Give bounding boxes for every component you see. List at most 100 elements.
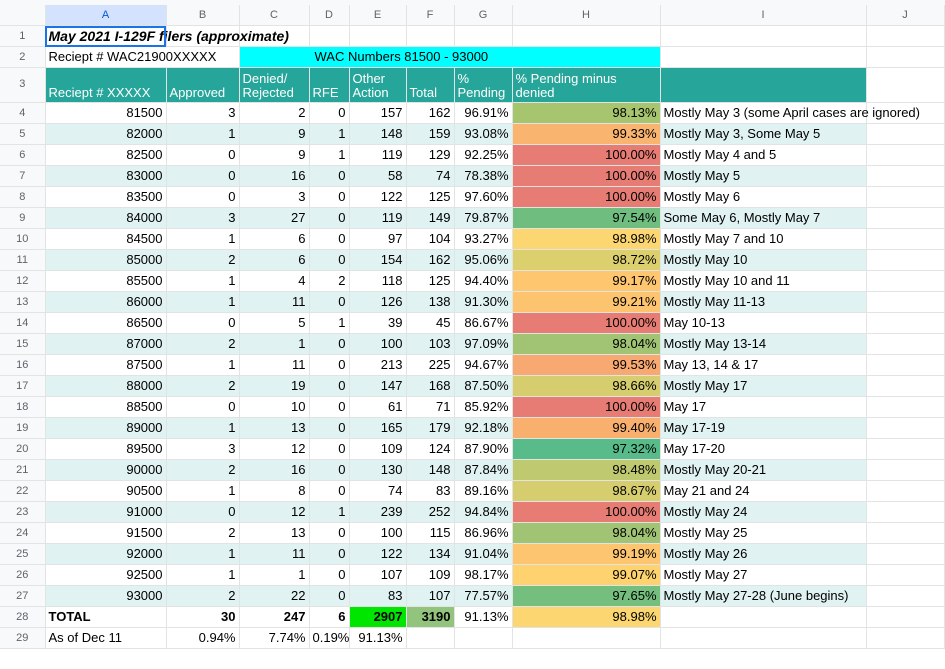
total-cell[interactable]: 168 (406, 375, 455, 397)
column-header-a[interactable]: A (45, 5, 167, 26)
rfe-cell[interactable]: 0 (309, 375, 350, 397)
pending-cell[interactable]: 94.40% (454, 270, 513, 292)
cell[interactable] (866, 165, 945, 187)
total-cell[interactable]: 162 (406, 249, 455, 271)
total-rfe-cell[interactable]: 6 (309, 606, 350, 628)
column-header-d[interactable]: D (309, 5, 350, 26)
as-of-approved-pct-cell[interactable]: 0.94% (166, 627, 240, 649)
pending-minus-denied-cell[interactable]: 98.04% (512, 522, 661, 544)
cell[interactable] (660, 606, 867, 628)
pending-minus-denied-cell[interactable]: 99.53% (512, 354, 661, 376)
approved-cell[interactable]: 1 (166, 291, 240, 313)
denied-cell[interactable]: 6 (239, 249, 310, 271)
as-of-label-cell[interactable]: As of Dec 11 (45, 627, 167, 649)
total-cell[interactable]: 103 (406, 333, 455, 355)
row-header[interactable]: 6 (0, 144, 46, 166)
cell[interactable] (866, 606, 945, 628)
cell[interactable] (660, 627, 867, 649)
receipt-cell[interactable]: 86000 (45, 291, 167, 313)
as-of-other-pct-cell[interactable]: 91.13% (349, 627, 407, 649)
approved-cell[interactable]: 1 (166, 270, 240, 292)
rfe-cell[interactable]: 0 (309, 102, 350, 124)
approved-cell[interactable]: 0 (166, 312, 240, 334)
denied-cell[interactable]: 2 (239, 102, 310, 124)
row-header[interactable]: 26 (0, 564, 46, 586)
cell[interactable] (866, 102, 945, 124)
cell[interactable] (866, 186, 945, 208)
other-action-cell[interactable]: 100 (349, 522, 407, 544)
rfe-cell[interactable]: 2 (309, 270, 350, 292)
rfe-cell[interactable]: 0 (309, 207, 350, 229)
pending-minus-denied-cell[interactable]: 99.33% (512, 123, 661, 145)
approved-cell[interactable]: 1 (166, 417, 240, 439)
total-denied-cell[interactable]: 247 (239, 606, 310, 628)
approved-cell[interactable]: 1 (166, 354, 240, 376)
pending-cell[interactable]: 78.38% (454, 165, 513, 187)
note-cell[interactable]: Mostly May 17 (660, 375, 867, 397)
other-action-cell[interactable]: 118 (349, 270, 407, 292)
cell[interactable] (660, 46, 867, 68)
rfe-cell[interactable]: 0 (309, 228, 350, 250)
row-header[interactable]: 1 (0, 25, 46, 47)
rfe-cell[interactable]: 0 (309, 543, 350, 565)
row-header[interactable]: 13 (0, 291, 46, 313)
other-action-cell[interactable]: 61 (349, 396, 407, 418)
note-cell[interactable]: Mostly May 4 and 5 (660, 144, 867, 166)
row-header[interactable]: 2 (0, 46, 46, 68)
cell[interactable] (866, 501, 945, 523)
note-cell[interactable]: May 13, 14 & 17 (660, 354, 867, 376)
column-header-b[interactable]: B (166, 5, 240, 26)
note-cell[interactable]: Mostly May 11-13 (660, 291, 867, 313)
pending-cell[interactable]: 94.84% (454, 501, 513, 523)
denied-cell[interactable]: 11 (239, 543, 310, 565)
denied-cell[interactable]: 11 (239, 291, 310, 313)
cell[interactable] (866, 123, 945, 145)
receipt-cell[interactable]: 91000 (45, 501, 167, 523)
pending-cell[interactable]: 93.27% (454, 228, 513, 250)
cell[interactable] (866, 333, 945, 355)
receipt-cell[interactable]: 83000 (45, 165, 167, 187)
header-other-action[interactable]: Other Action (349, 67, 407, 103)
pending-minus-denied-cell[interactable]: 99.07% (512, 564, 661, 586)
denied-cell[interactable]: 5 (239, 312, 310, 334)
cell[interactable] (454, 627, 513, 649)
pending-cell[interactable]: 87.84% (454, 459, 513, 481)
pending-minus-denied-cell[interactable]: 98.66% (512, 375, 661, 397)
denied-cell[interactable]: 1 (239, 333, 310, 355)
total-cell[interactable]: 138 (406, 291, 455, 313)
note-cell[interactable]: Mostly May 7 and 10 (660, 228, 867, 250)
cell[interactable] (866, 291, 945, 313)
other-action-cell[interactable]: 165 (349, 417, 407, 439)
note-cell[interactable]: Mostly May 27-28 (June begins) (660, 585, 867, 607)
pending-minus-denied-cell[interactable]: 100.00% (512, 312, 661, 334)
total-cell[interactable]: 134 (406, 543, 455, 565)
approved-cell[interactable]: 0 (166, 165, 240, 187)
total-total-cell[interactable]: 3190 (406, 606, 455, 628)
denied-cell[interactable]: 3 (239, 186, 310, 208)
row-header[interactable]: 18 (0, 396, 46, 418)
pending-cell[interactable]: 92.18% (454, 417, 513, 439)
note-cell[interactable]: Mostly May 24 (660, 501, 867, 523)
pending-minus-denied-cell[interactable]: 100.00% (512, 396, 661, 418)
row-header[interactable]: 29 (0, 627, 46, 649)
total-cell[interactable]: 45 (406, 312, 455, 334)
receipt-cell[interactable]: 90500 (45, 480, 167, 502)
cell[interactable] (406, 627, 455, 649)
pending-minus-denied-cell[interactable]: 99.21% (512, 291, 661, 313)
cell[interactable] (454, 25, 513, 47)
rfe-cell[interactable]: 0 (309, 417, 350, 439)
pending-minus-denied-cell[interactable]: 100.00% (512, 186, 661, 208)
cell[interactable] (866, 67, 945, 103)
note-cell[interactable]: Mostly May 20-21 (660, 459, 867, 481)
pending-cell[interactable]: 96.91% (454, 102, 513, 124)
other-action-cell[interactable]: 154 (349, 249, 407, 271)
row-header[interactable]: 5 (0, 123, 46, 145)
other-action-cell[interactable]: 122 (349, 186, 407, 208)
cell[interactable] (866, 144, 945, 166)
cell[interactable] (866, 228, 945, 250)
note-cell[interactable]: May 17-20 (660, 438, 867, 460)
other-action-cell[interactable]: 239 (349, 501, 407, 523)
note-cell[interactable]: Mostly May 26 (660, 543, 867, 565)
rfe-cell[interactable]: 0 (309, 354, 350, 376)
pending-cell[interactable]: 87.50% (454, 375, 513, 397)
